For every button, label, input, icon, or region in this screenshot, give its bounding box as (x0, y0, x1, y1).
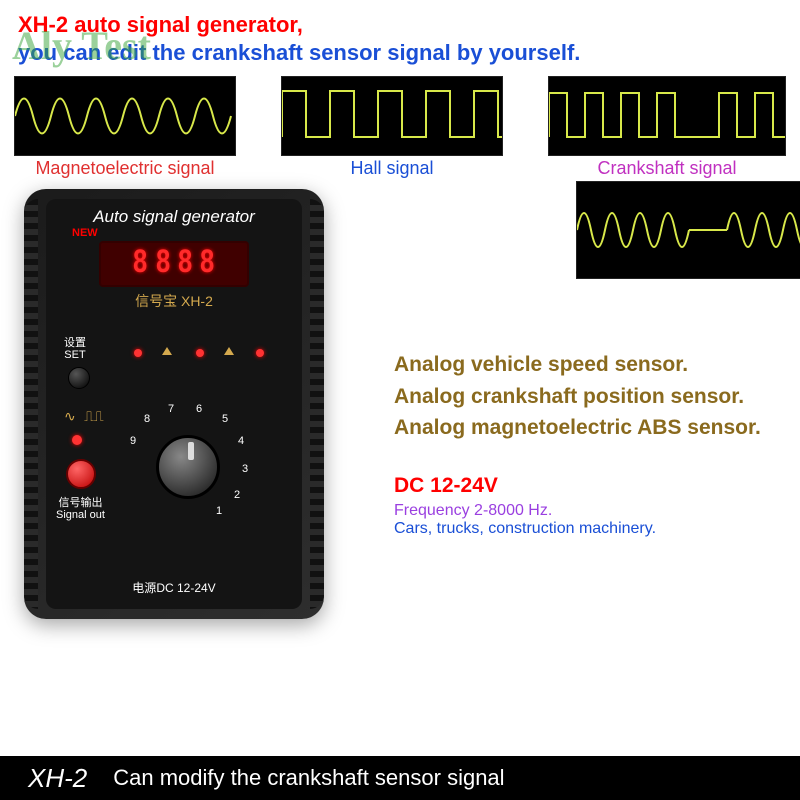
seven-segment-display: 8 8 8 8 (99, 241, 249, 287)
spec-applications: Cars, trucks, construction machinery. (394, 520, 786, 538)
signal-out-button[interactable] (66, 459, 96, 489)
waveform-row: Magnetoelectric signal Hall signal Crank… (0, 76, 800, 179)
footer-text: Can modify the crankshaft sensor signal (113, 765, 504, 791)
set-label: 设置SET (64, 337, 86, 361)
device-title: Auto signal generator (46, 199, 302, 227)
magnetoelectric-label: Magnetoelectric signal (35, 158, 214, 179)
feature-1: Analog vehicle speed sensor. (394, 349, 786, 381)
device-new-tag: NEW (72, 227, 302, 239)
waveform-icons: ∿ ⎍⎍ (64, 409, 104, 426)
headline-1: XH-2 auto signal generator, (18, 12, 782, 38)
feature-3: Analog magnetoelectric ABS sensor. (394, 412, 786, 444)
magnetoelectric-waveform (14, 76, 236, 156)
mixed-waveform (576, 181, 800, 279)
rotary-knob[interactable] (156, 435, 220, 499)
footer-bar: XH-2 Can modify the crankshaft sensor si… (0, 756, 800, 800)
signal-led (72, 435, 82, 445)
power-label: 电源DC 12-24V (46, 582, 302, 595)
led-1 (134, 349, 142, 357)
set-button[interactable] (68, 367, 90, 389)
hall-waveform (281, 76, 503, 156)
indicator-triangle-1 (162, 347, 172, 355)
spec-dc: DC 12-24V (394, 470, 786, 503)
crankshaft-label: Crankshaft signal (597, 158, 736, 179)
hall-label: Hall signal (350, 158, 433, 179)
spec-frequency: Frequency 2-8000 Hz. (394, 502, 786, 520)
feature-2: Analog crankshaft position sensor. (394, 381, 786, 413)
indicator-triangle-2 (224, 347, 234, 355)
device-photo: Auto signal generator NEW 8 8 8 8 信号宝 XH… (24, 189, 324, 619)
led-3 (256, 349, 264, 357)
led-2 (196, 349, 204, 357)
device-model: 信号宝 XH-2 (46, 291, 302, 311)
footer-model: XH-2 (28, 763, 87, 794)
signal-out-label: 信号输出Signal out (56, 497, 105, 521)
crankshaft-waveform (548, 76, 786, 156)
headline-2: you can edit the crankshaft sensor signa… (18, 40, 782, 66)
